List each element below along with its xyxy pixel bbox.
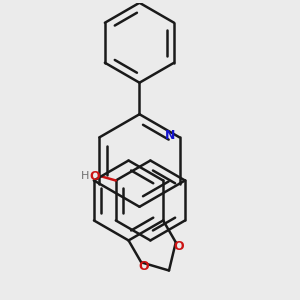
Text: N: N (165, 129, 175, 142)
Text: O: O (139, 260, 149, 273)
Text: O: O (89, 170, 100, 183)
Text: H: H (81, 171, 89, 181)
Text: O: O (173, 240, 184, 254)
